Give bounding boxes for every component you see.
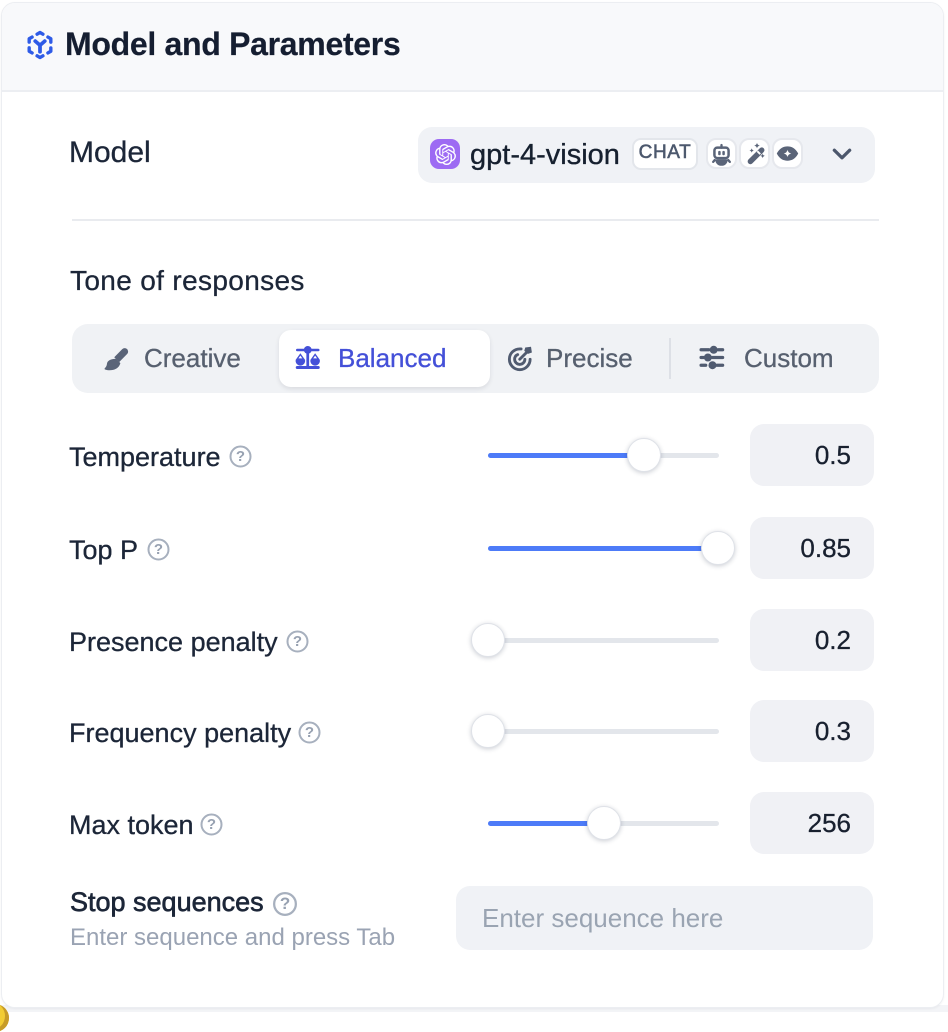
svg-text:?: ? (280, 894, 290, 913)
svg-text:?: ? (293, 633, 302, 650)
svg-text:?: ? (305, 724, 314, 741)
svg-text:?: ? (236, 448, 245, 465)
svg-text:?: ? (154, 541, 163, 558)
svg-text:?: ? (207, 816, 216, 833)
